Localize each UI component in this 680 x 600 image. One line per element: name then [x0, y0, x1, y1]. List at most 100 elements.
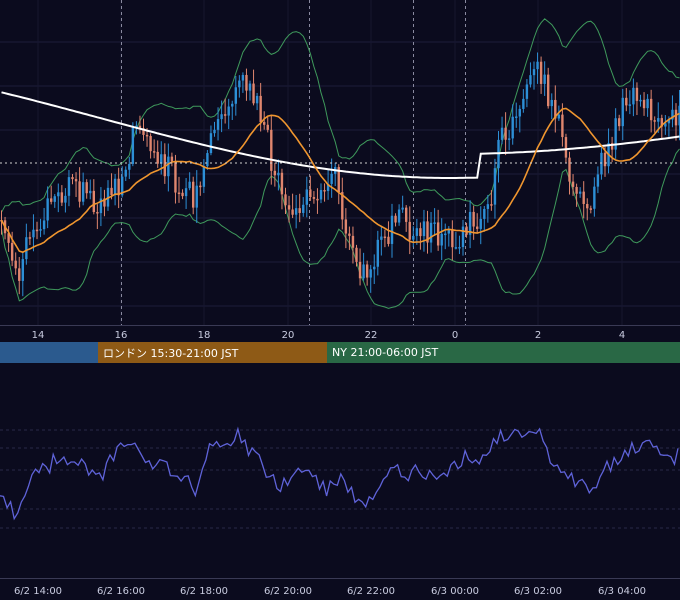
candle-body [380, 236, 383, 240]
candle-body [18, 268, 21, 281]
candle-body [518, 108, 521, 117]
session-asia-band [0, 342, 98, 363]
candle-body [397, 209, 401, 223]
candle-body [415, 228, 419, 236]
candle-body [639, 99, 642, 102]
candle-body [660, 118, 663, 127]
candle-body [312, 197, 316, 199]
x-tick-label: 4 [619, 330, 625, 341]
candle-body [227, 106, 230, 116]
session-ny-band: NY 21:00-06:00 JST [327, 342, 680, 363]
candle-body [291, 209, 294, 215]
x-tick-label: 16 [115, 330, 128, 341]
candle-body [500, 127, 504, 140]
candle-body [515, 116, 518, 118]
candle-body [231, 103, 234, 107]
candle-body [550, 99, 553, 107]
candle-body [163, 154, 166, 177]
candle-body [444, 233, 447, 236]
candle-body [657, 118, 660, 122]
candle-body [184, 188, 188, 197]
candle-body [664, 123, 667, 127]
candle-body [536, 61, 539, 70]
candle-body [42, 220, 46, 230]
main-x-axis: 14 16 18 20 22 0 2 4 [32, 330, 626, 341]
candle-body [376, 239, 379, 267]
candle-body [28, 237, 32, 239]
candle-body [92, 190, 95, 213]
candle-body [564, 137, 568, 158]
candle-body [426, 221, 429, 243]
x-tick-label: 6/3 02:00 [514, 586, 562, 597]
bollinger-bands [1, 18, 680, 309]
candle-body [465, 226, 468, 235]
candle-body [46, 198, 49, 221]
candle-body [25, 237, 28, 260]
x-tick-label: 18 [198, 330, 211, 341]
candle-body [124, 169, 127, 177]
x-tick-label: 22 [365, 330, 378, 341]
x-tick-label: 6/2 18:00 [180, 586, 228, 597]
candle-body [67, 177, 71, 196]
x-tick-label: 6/2 22:00 [347, 586, 395, 597]
candle-body [341, 192, 344, 220]
candle-body [160, 154, 163, 164]
candle-body [387, 236, 390, 244]
candle-body [64, 195, 67, 203]
x-tick-label: 6/3 00:00 [431, 586, 479, 597]
candle-body [351, 235, 355, 248]
candle-body [216, 119, 220, 130]
candle-body [589, 208, 592, 210]
candle-body [174, 161, 177, 193]
candle-body [117, 178, 120, 196]
candle-body [103, 198, 106, 207]
x-tick-label: 6/3 04:00 [598, 586, 646, 597]
candle-body [85, 182, 88, 194]
candle-body [287, 205, 291, 210]
x-tick-label: 6/2 14:00 [14, 586, 62, 597]
candle-body [618, 118, 621, 127]
candle-body [302, 204, 305, 213]
candle-body [319, 190, 323, 200]
candle-body [263, 122, 266, 125]
candle-body [209, 133, 213, 154]
candle-body [408, 221, 411, 240]
candle-body [7, 233, 10, 243]
candle-body [71, 177, 74, 180]
candle-body [365, 264, 369, 278]
candle-body [578, 191, 582, 194]
moving-averages [0, 91, 680, 254]
bollinger-lower [1, 148, 680, 309]
x-tick-label: 20 [282, 330, 295, 341]
oscillator-x-axis: 6/2 14:00 6/2 16:00 6/2 18:00 6/2 20:00 6/2 … [14, 586, 646, 597]
candle-body [248, 83, 252, 91]
candle-body [614, 118, 617, 150]
candle-body [110, 187, 113, 196]
candle-body [461, 226, 465, 248]
moving-average-long [1, 91, 680, 179]
candle-body [121, 176, 124, 196]
candle-body [390, 215, 394, 244]
candle-body [405, 207, 408, 222]
candle-body [525, 84, 529, 99]
candle-body [575, 186, 578, 194]
candle-body [532, 69, 536, 76]
candle-body [635, 87, 639, 101]
candle-body [202, 166, 206, 187]
candle-body [557, 114, 561, 119]
candle-body [192, 181, 195, 208]
candle-body [181, 192, 184, 197]
candle-body [241, 74, 245, 81]
session-ny-label: NY 21:00-06:00 JST [332, 346, 439, 359]
candle-body [369, 269, 372, 278]
candle-body [35, 229, 39, 232]
candle-body [81, 182, 85, 202]
candle-body [561, 114, 564, 138]
moving-average-short [0, 107, 680, 254]
candle-body [170, 156, 174, 162]
candle-body [188, 181, 191, 189]
candle-body [596, 174, 600, 187]
candle-body [53, 196, 56, 202]
candle-body [543, 74, 546, 84]
candle-body [50, 198, 53, 202]
